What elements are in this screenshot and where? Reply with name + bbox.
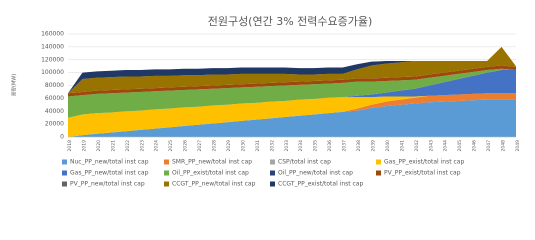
legend-label: Gas_PP_new/total inst cap (70, 170, 149, 177)
x-tick-label: 2037 (342, 140, 348, 152)
x-tick-label: 2023 (139, 140, 145, 152)
y-axis-label: 용량(MW) (11, 74, 18, 96)
y-tick-label: 120000 (41, 56, 64, 63)
x-tick-label: 2018 (67, 140, 73, 152)
legend-swatch (164, 159, 169, 165)
legend-swatch (376, 159, 381, 165)
area (68, 99, 516, 137)
legend-swatch (270, 159, 275, 165)
x-tick-label: 2043 (428, 140, 434, 152)
x-tick-label: 2047 (486, 140, 492, 152)
x-tick-label: 2025 (168, 140, 174, 152)
x-tick-label: 2035 (313, 140, 319, 152)
legend-swatch (164, 181, 169, 187)
legend-label: Gas_PP_exist/total inst cap (384, 159, 464, 166)
legend-swatch (62, 181, 67, 187)
x-tick-label: 2034 (298, 140, 304, 152)
y-tick-label: 40000 (45, 108, 64, 115)
area (68, 65, 516, 97)
legend-swatch (270, 170, 275, 176)
x-tick-label: 2022 (125, 140, 131, 152)
legend-label: Nuc_PP_new/total inst cap (70, 159, 149, 166)
x-tick-label: 2030 (240, 140, 246, 152)
x-tick-label: 2027 (197, 140, 203, 152)
x-tick-label: 2026 (183, 140, 189, 152)
x-tick-label: 2042 (414, 140, 420, 152)
legend-swatch (62, 159, 67, 165)
y-tick-label: 140000 (41, 43, 64, 50)
x-tick-label: 2049 (515, 140, 521, 152)
legend-label: PV_PP_new/total inst cap (70, 181, 145, 188)
legend-label: CSP/total inst cap (278, 159, 331, 166)
chart-title: 전원구성(연간 3% 전력수요증가율) (208, 15, 373, 28)
legend-swatch (270, 181, 275, 187)
y-tick-label: 160000 (41, 31, 64, 38)
x-tick-label: 2032 (269, 140, 275, 152)
legend-label: SMR_PP_new/total inst cap (172, 159, 252, 166)
chart: 전원구성(연간 3% 전력수요증가율) 용량(MW) 0 20000 40000 60… (11, 15, 522, 188)
x-tick-label: 2048 (501, 140, 507, 152)
legend-label: Oil_PP_exist/total inst cap (172, 170, 249, 177)
area (68, 70, 516, 118)
x-tick-label: 2044 (443, 140, 449, 152)
legend-label: CCGT_PP_exist/total inst cap (278, 181, 363, 188)
x-tick-label: 2036 (327, 140, 333, 152)
x-tick-label: 2028 (212, 140, 218, 152)
y-tick-label: 100000 (41, 69, 64, 76)
x-tick-label: 2041 (399, 140, 405, 152)
y-tick-label: 80000 (45, 82, 64, 89)
x-tick-label: 2038 (356, 140, 362, 152)
y-tick-label: 0 (60, 134, 64, 141)
y-tick-label: 20000 (45, 121, 64, 128)
legend-label: CCGT_PP_new/total inst cap (172, 181, 256, 188)
x-tick-label: 2046 (472, 140, 478, 152)
x-tick-label: 2020 (96, 140, 102, 152)
x-tick-label: 2029 (226, 140, 232, 152)
area (68, 46, 516, 94)
x-tick-label: 2031 (255, 140, 261, 152)
y-tick-label: 60000 (45, 95, 64, 102)
legend-label: Oil_PP_new/total inst cap (278, 170, 353, 177)
legend-swatch (376, 170, 381, 176)
area (68, 93, 516, 137)
area (68, 93, 516, 137)
area (68, 68, 516, 118)
x-tick-label: 2040 (385, 140, 391, 152)
legend-label: PV_PP_exist/total inst cap (384, 170, 461, 177)
x-tick-label: 2019 (81, 140, 87, 152)
x-tick-label: 2024 (154, 140, 160, 152)
x-tick-label: 2045 (457, 140, 463, 152)
x-tick-label: 2039 (370, 140, 376, 152)
x-tick-label: 2033 (284, 140, 290, 152)
legend-swatch (164, 170, 169, 176)
x-tick-label: 2021 (110, 140, 116, 152)
area (68, 46, 516, 94)
legend-swatch (62, 170, 67, 176)
